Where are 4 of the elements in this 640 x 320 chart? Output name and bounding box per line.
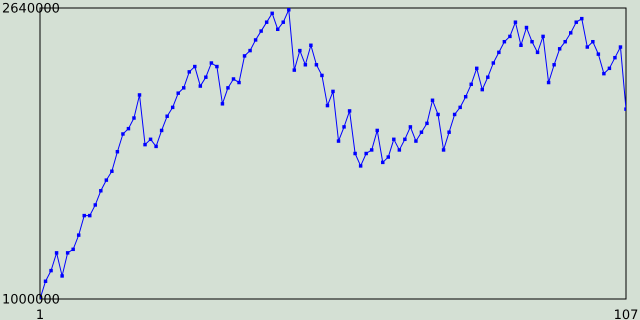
x-tick-label: 1 — [36, 308, 44, 320]
x-tick-label: 107 — [614, 308, 638, 320]
y-tick-label: 1000000 — [2, 292, 60, 308]
y-tick-label: 2640000 — [2, 2, 60, 16]
